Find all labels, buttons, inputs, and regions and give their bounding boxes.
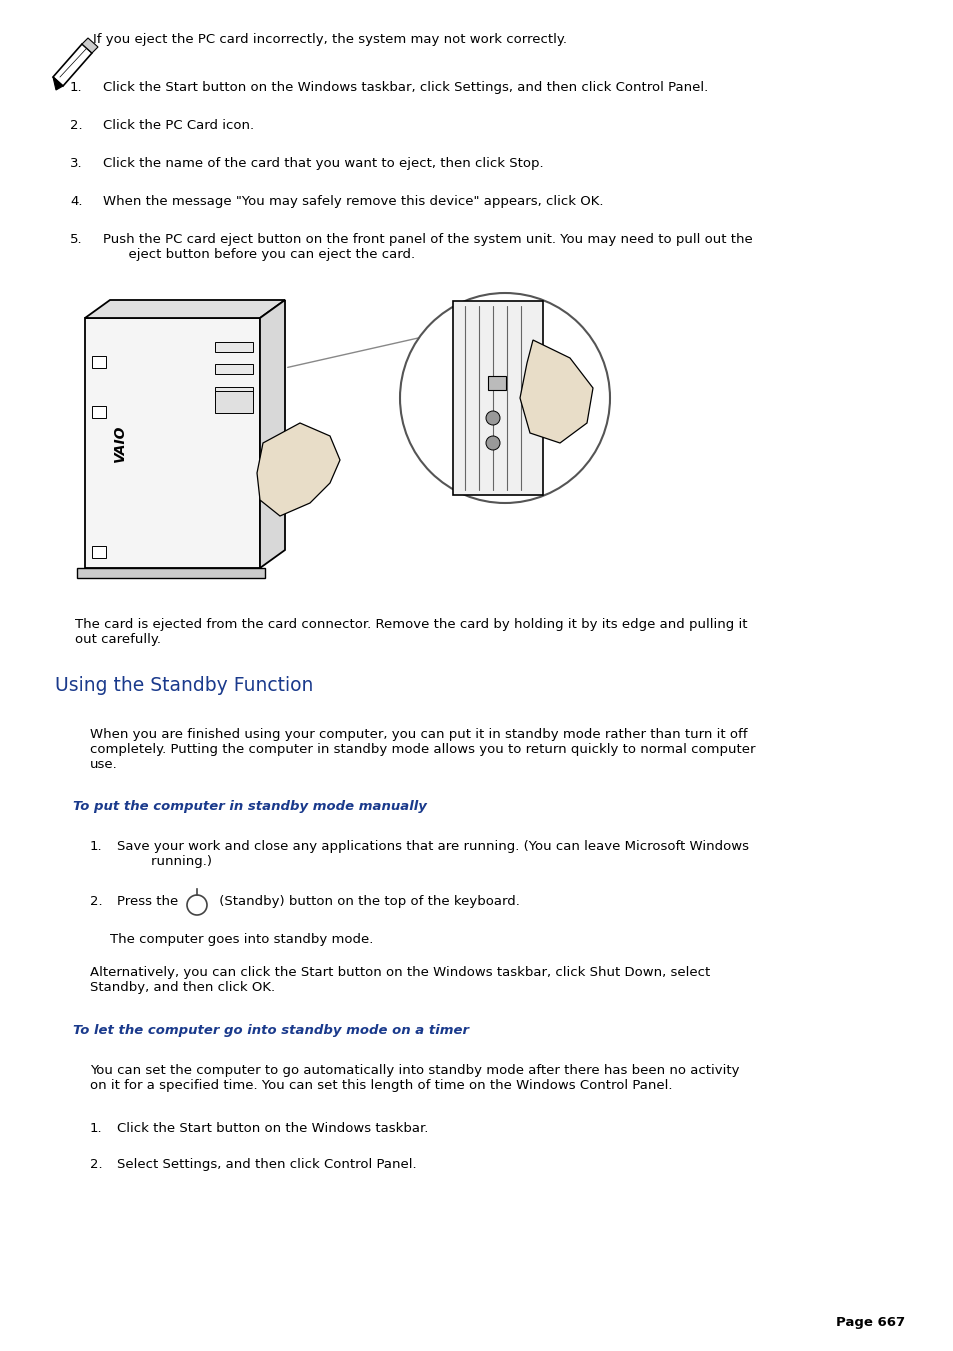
- Text: Click the Start button on the Windows taskbar.: Click the Start button on the Windows ta…: [117, 1121, 428, 1135]
- Text: Select Settings, and then click Control Panel.: Select Settings, and then click Control …: [117, 1158, 416, 1171]
- Text: If you eject the PC card incorrectly, the system may not work correctly.: If you eject the PC card incorrectly, th…: [92, 32, 566, 46]
- Polygon shape: [53, 45, 91, 86]
- Text: Click the name of the card that you want to eject, then click Stop.: Click the name of the card that you want…: [103, 157, 543, 170]
- Text: 2.: 2.: [90, 1158, 103, 1171]
- Text: Push the PC card eject button on the front panel of the system unit. You may nee: Push the PC card eject button on the fro…: [103, 232, 752, 261]
- Text: Save your work and close any applications that are running. (You can leave Micro: Save your work and close any application…: [117, 840, 748, 867]
- Text: 1.: 1.: [90, 840, 103, 852]
- Polygon shape: [85, 300, 285, 317]
- Text: When the message "You may safely remove this device" appears, click OK.: When the message "You may safely remove …: [103, 195, 603, 208]
- Text: Alternatively, you can click the Start button on the Windows taskbar, click Shut: Alternatively, you can click the Start b…: [90, 966, 709, 994]
- Bar: [214, 390, 253, 413]
- Circle shape: [485, 411, 499, 426]
- Bar: [91, 546, 106, 558]
- Text: 3.: 3.: [70, 157, 83, 170]
- Bar: [214, 363, 253, 374]
- Text: To put the computer in standby mode manually: To put the computer in standby mode manu…: [73, 800, 426, 813]
- Text: Click the PC Card icon.: Click the PC Card icon.: [103, 119, 253, 132]
- Bar: [91, 357, 106, 367]
- Polygon shape: [82, 38, 98, 53]
- Polygon shape: [256, 423, 339, 516]
- Text: The computer goes into standby mode.: The computer goes into standby mode.: [110, 934, 373, 946]
- Bar: [214, 342, 253, 353]
- Text: 1.: 1.: [70, 81, 83, 95]
- Text: Click the Start button on the Windows taskbar, click Settings, and then click Co: Click the Start button on the Windows ta…: [103, 81, 707, 95]
- Circle shape: [399, 293, 609, 503]
- Text: You can set the computer to go automatically into standby mode after there has b: You can set the computer to go automatic…: [90, 1065, 739, 1092]
- Text: (Standby) button on the top of the keyboard.: (Standby) button on the top of the keybo…: [214, 894, 519, 908]
- Text: Page 667: Page 667: [835, 1316, 904, 1329]
- Polygon shape: [85, 317, 260, 567]
- Bar: [453, 301, 542, 494]
- Polygon shape: [519, 340, 593, 443]
- Text: To let the computer go into standby mode on a timer: To let the computer go into standby mode…: [73, 1024, 469, 1038]
- Circle shape: [485, 436, 499, 450]
- Text: When you are finished using your computer, you can put it in standby mode rather: When you are finished using your compute…: [90, 728, 755, 771]
- Text: Using the Standby Function: Using the Standby Function: [55, 676, 313, 694]
- Text: 2.: 2.: [90, 894, 103, 908]
- Text: VAIO: VAIO: [112, 424, 127, 462]
- Bar: [488, 376, 505, 390]
- Polygon shape: [53, 77, 63, 91]
- Bar: [214, 386, 253, 397]
- Text: The card is ejected from the card connector. Remove the card by holding it by it: The card is ejected from the card connec…: [75, 617, 747, 646]
- Text: 1.: 1.: [90, 1121, 103, 1135]
- Text: 2.: 2.: [70, 119, 83, 132]
- Polygon shape: [260, 300, 285, 567]
- Bar: [91, 407, 106, 417]
- Text: Press the: Press the: [117, 894, 178, 908]
- Polygon shape: [77, 567, 265, 578]
- Text: 4.: 4.: [70, 195, 82, 208]
- Text: 5.: 5.: [70, 232, 83, 246]
